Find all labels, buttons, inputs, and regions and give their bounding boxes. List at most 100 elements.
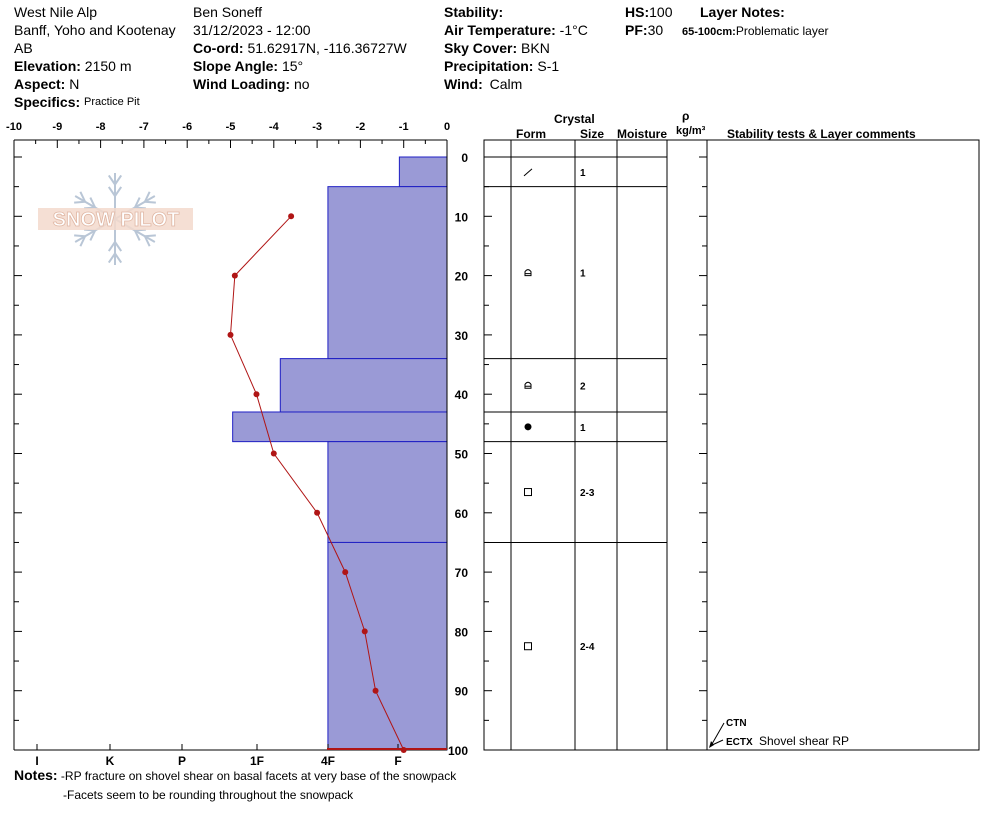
slope-angle: Slope Angle: 15° (193, 58, 303, 74)
wind-label: Wind: (444, 76, 483, 92)
notes-line2: -Facets seem to be rounding throughout t… (63, 788, 354, 802)
sky-cover: Sky Cover: BKN (444, 40, 550, 56)
specifics: Specifics: Practice Pit (14, 94, 140, 110)
layer-notes-label: Layer Notes: (700, 4, 785, 20)
temperature-tick-label: -6 (182, 121, 192, 133)
elevation: Elevation: 2150 m (14, 58, 132, 74)
aspect-value: N (69, 76, 80, 92)
slope-value: 15° (281, 58, 304, 74)
stability-test-comment: Shovel shear RP (759, 734, 849, 748)
notes-line1: -RP fracture on shovel shear on basal fa… (60, 769, 457, 783)
stability-test-code: CTN (726, 718, 747, 729)
temperature-tick-label: -9 (52, 121, 62, 133)
hardness-bar-4 (327, 441, 448, 543)
pointer-arrow-icon (709, 741, 714, 748)
notes-label: Notes: (14, 767, 58, 783)
ctn-pointer (711, 722, 725, 745)
layer-note: 65-100cm:Problematic layer (682, 23, 829, 40)
comments-header: Stability tests & Layer comments (727, 127, 916, 141)
layer-size-label: 1 (580, 269, 586, 280)
layer-size-label: 2-3 (580, 488, 595, 499)
air-temp-label: Air Temperature: (444, 22, 556, 38)
temperature-tick-label: -5 (226, 121, 236, 133)
depth-tick-label: 80 (455, 625, 469, 639)
temperature-point (227, 331, 234, 338)
layer-size-label: 2-4 (580, 642, 595, 653)
hardness-tick-label: P (178, 754, 186, 768)
wind: Wind: Calm (444, 76, 522, 92)
slope-label: Slope Angle: (193, 58, 279, 74)
temperature-tick-label: -4 (269, 121, 280, 133)
province: AB (14, 40, 33, 56)
temperature-point (372, 687, 379, 694)
form-header: Form (516, 127, 546, 141)
temperature-tick-label: -10 (6, 121, 22, 133)
temperature-point (342, 569, 349, 576)
faceted-crystals-icon (524, 642, 532, 651)
hardness-tick-label: I (35, 754, 38, 768)
depth-tick-label: 90 (455, 685, 469, 699)
depth-tick-label: 100 (448, 744, 468, 758)
stability: Stability: (444, 4, 503, 20)
temperature-tick-label: -1 (399, 121, 409, 133)
depth-tick-label: 20 (455, 270, 469, 284)
pf: PF:30 (625, 22, 663, 38)
depth-tick-label: 70 (455, 566, 469, 580)
specifics-label: Specifics: (14, 94, 81, 110)
layer-table-frame (483, 139, 980, 751)
temperature-tick-label: -8 (96, 121, 106, 133)
size-header: Size (580, 127, 605, 141)
temperature-tick-label: 0 (444, 121, 450, 133)
melt-forms-icon (524, 423, 532, 431)
pf-value: 30 (647, 22, 664, 38)
hardness-bar-0 (398, 156, 448, 188)
pf-label: PF: (625, 22, 648, 38)
coord-label: Co-ord: (193, 40, 244, 56)
layer-size-label: 1 (580, 423, 586, 434)
logo-banner (38, 208, 193, 230)
elevation-label: Elevation: (14, 58, 81, 74)
coord-value: 51.62917N, -116.36727W (247, 40, 407, 56)
notes: Notes: -RP fracture on shovel shear on b… (14, 767, 456, 784)
wind-loading: Wind Loading: no (193, 76, 310, 92)
depth-tick-label: 0 (461, 151, 468, 165)
hardness-bar-2 (279, 358, 448, 413)
depth-tick-label: 50 (455, 448, 469, 462)
hs-label: HS: (625, 4, 650, 20)
region: Banff, Yoho and Kootenay (14, 22, 176, 38)
temperature-point (361, 628, 368, 635)
hs-value: 100 (649, 4, 673, 20)
temperature-point (253, 391, 260, 398)
crystal-header: Crystal (554, 112, 595, 126)
depth-tick-label: 60 (455, 507, 469, 521)
layer-note-text: Problematic layer (735, 24, 829, 38)
precip-value: S-1 (537, 58, 560, 74)
temperature-tick-label: -7 (139, 121, 149, 133)
wind-loading-value: no (293, 76, 310, 92)
precipitation: Precipitation: S-1 (444, 58, 559, 74)
depth-tick-label: 40 (455, 388, 469, 402)
temperature-point (288, 213, 295, 220)
moisture-header: Moisture (617, 127, 668, 141)
stability-test-code: ECTX (726, 737, 753, 748)
temperature-profile-line (229, 215, 405, 751)
density-unit-header: kg/m³ (676, 125, 706, 137)
layer-size-label: 1 (580, 168, 586, 179)
elevation-value: 2150 m (84, 58, 132, 74)
aspect: Aspect: N (14, 76, 79, 92)
wind-loading-label: Wind Loading: (193, 76, 291, 92)
layer-note-range: 65-100cm: (682, 26, 736, 38)
hardness-bar-3 (232, 411, 448, 443)
hardness-tick-label: 4F (321, 754, 335, 768)
location: West Nile Alp (14, 4, 97, 20)
hardness-tick-label: F (394, 754, 401, 768)
observer: Ben Soneff (193, 4, 263, 20)
depth-tick-label: 10 (455, 210, 469, 224)
air-temperature: Air Temperature: -1°C (444, 22, 588, 38)
precip-label: Precipitation: (444, 58, 534, 74)
temperature-point (231, 272, 238, 279)
datetime: 31/12/2023 - 12:00 (193, 22, 311, 38)
stability-label: Stability: (444, 4, 504, 20)
logo-text: SNOW PILOT (53, 209, 180, 231)
